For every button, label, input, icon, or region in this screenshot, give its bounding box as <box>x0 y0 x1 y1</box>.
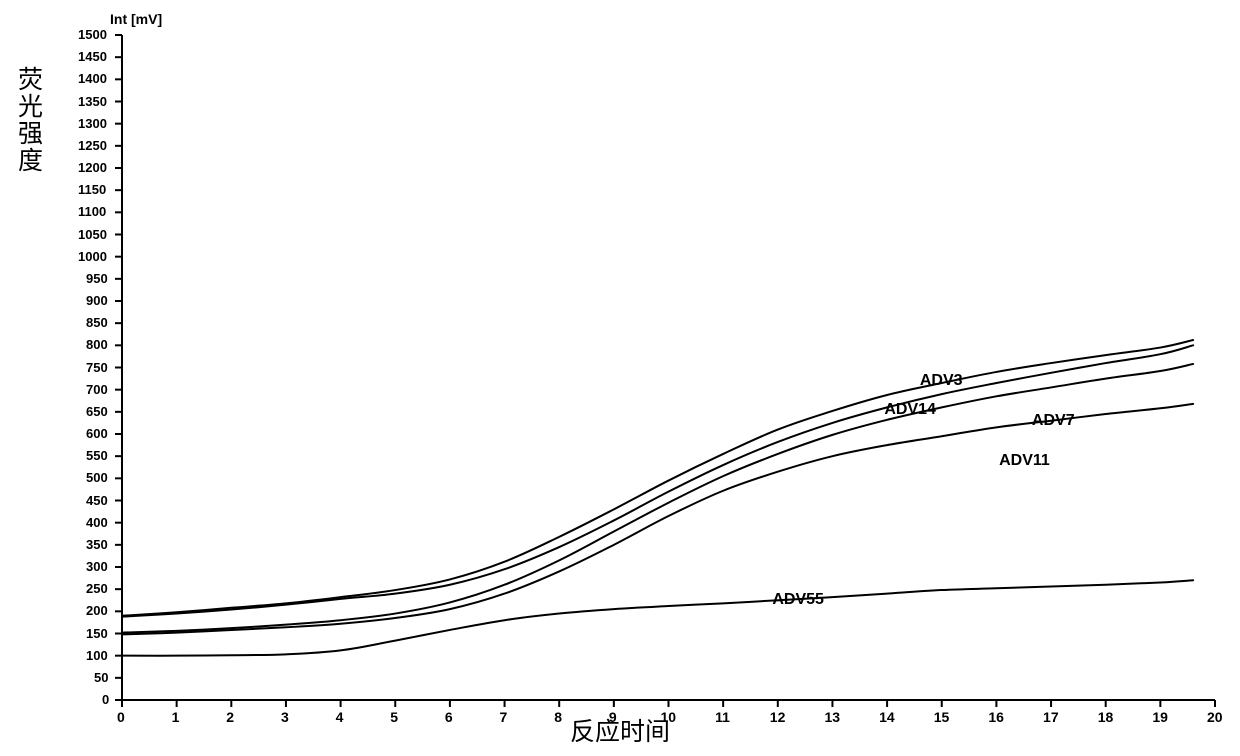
x-tick-label: 1 <box>172 709 180 725</box>
x-tick-label: 5 <box>390 709 398 725</box>
x-tick-label: 11 <box>715 709 730 725</box>
y-tick-label: 150 <box>86 626 108 641</box>
series-line-adv3 <box>122 340 1193 616</box>
chart-svg <box>0 0 1240 756</box>
x-tick-label: 17 <box>1043 709 1059 725</box>
x-tick-label: 2 <box>226 709 234 725</box>
series-line-adv55 <box>122 580 1193 655</box>
x-tick-label: 9 <box>609 709 617 725</box>
x-tick-label: 13 <box>824 709 840 725</box>
y-tick-label: 850 <box>86 315 108 330</box>
x-tick-label: 4 <box>336 709 344 725</box>
y-tick-label: 700 <box>86 382 108 397</box>
y-tick-label: 0 <box>102 692 109 707</box>
x-tick-label: 3 <box>281 709 289 725</box>
y-tick-label: 900 <box>86 293 108 308</box>
y-tick-label: 1350 <box>78 94 107 109</box>
series-label-adv11: ADV11 <box>999 452 1050 470</box>
y-tick-label: 1500 <box>78 27 107 42</box>
x-tick-label: 19 <box>1152 709 1168 725</box>
series-line-adv14 <box>122 345 1193 616</box>
y-tick-label: 100 <box>86 648 108 663</box>
y-tick-label: 950 <box>86 271 108 286</box>
y-tick-label: 550 <box>86 448 108 463</box>
x-tick-label: 12 <box>770 709 786 725</box>
series-label-adv14: ADV14 <box>884 401 936 419</box>
x-tick-label: 15 <box>934 709 950 725</box>
x-tick-label: 6 <box>445 709 453 725</box>
axis-line <box>122 35 1215 700</box>
series-label-adv55: ADV55 <box>772 591 824 609</box>
x-tick-label: 14 <box>879 709 895 725</box>
y-tick-label: 1100 <box>78 204 106 219</box>
y-tick-label: 1400 <box>78 71 107 86</box>
x-tick-label: 7 <box>500 709 508 725</box>
x-tick-label: 16 <box>988 709 1004 725</box>
y-tick-label: 1000 <box>78 249 107 264</box>
y-tick-label: 250 <box>86 581 108 596</box>
y-tick-label: 1050 <box>78 227 107 242</box>
y-tick-label: 1300 <box>78 116 107 131</box>
x-tick-label: 18 <box>1098 709 1114 725</box>
y-tick-label: 50 <box>94 670 108 685</box>
y-tick-label: 450 <box>86 493 108 508</box>
y-tick-label: 1150 <box>78 182 106 197</box>
y-tick-label: 800 <box>86 337 108 352</box>
y-tick-label: 650 <box>86 404 108 419</box>
y-tick-label: 500 <box>86 470 108 485</box>
y-tick-label: 300 <box>86 559 108 574</box>
x-tick-label: 10 <box>661 709 677 725</box>
y-tick-label: 750 <box>86 360 108 375</box>
series-label-adv3: ADV3 <box>920 372 963 390</box>
series-line-adv11 <box>122 404 1193 635</box>
line-chart: 荧光强度 反应时间 Int [mV] 012345678910111213141… <box>0 0 1240 756</box>
y-tick-label: 1450 <box>78 49 107 64</box>
y-tick-label: 400 <box>86 515 108 530</box>
y-tick-label: 1200 <box>78 160 107 175</box>
series-label-adv7: ADV7 <box>1032 412 1075 430</box>
x-tick-label: 0 <box>117 709 125 725</box>
y-tick-label: 350 <box>86 537 108 552</box>
y-tick-label: 200 <box>86 603 108 618</box>
x-tick-label: 20 <box>1207 709 1223 725</box>
x-tick-label: 8 <box>554 709 562 725</box>
y-tick-label: 1250 <box>78 138 107 153</box>
y-tick-label: 600 <box>86 426 108 441</box>
